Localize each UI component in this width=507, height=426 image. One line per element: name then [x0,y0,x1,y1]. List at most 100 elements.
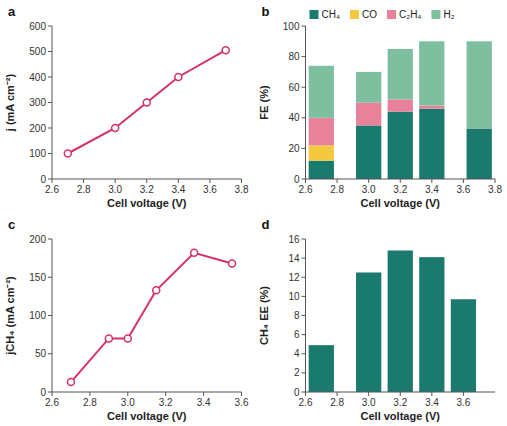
x-tick-label: 3.2 [159,397,173,408]
bar [388,250,413,392]
bar-segment [309,118,334,146]
y-tick-label: 100 [29,148,46,159]
legend-swatch [310,10,319,19]
legend-swatch [387,10,396,19]
y-tick [302,372,306,373]
x-tick [241,179,242,183]
x-tick-label: 3.4 [171,184,185,195]
bar-segment [467,41,492,128]
x-tick-label: 3.0 [108,184,122,195]
bar-segment [356,72,381,103]
y-tick-label: 600 [29,21,46,32]
y-tick [302,315,306,316]
marker [222,47,229,54]
x-axis-label: Cell voltage (V) [107,197,187,209]
panel: 2.62.83.03.23.43.6050100150200Cell volta… [4,217,249,422]
marker [229,260,236,267]
marker [153,287,160,294]
y-tick [302,179,306,180]
line [68,50,226,153]
legend-swatch [350,10,359,19]
y-axis-label: jCH₄ (mA cm⁻²) [4,276,16,356]
legend-label: CH₄ [322,9,341,20]
x-tick-label: 2.8 [330,397,344,408]
x-tick-label: 3.4 [425,184,439,195]
y-tick-label: 40 [288,112,300,123]
bar-segment [388,99,413,111]
x-tick-label: 3.0 [121,397,135,408]
y-tick-label: 8 [294,310,300,321]
y-tick-label: 80 [288,51,300,62]
x-tick [337,392,338,396]
x-tick [431,392,432,396]
y-tick [48,26,52,27]
bar [356,272,381,392]
y-tick-label: 50 [35,348,47,359]
x-tick [127,392,128,396]
x-tick-label: 3.2 [140,184,154,195]
y-tick-label: 0 [40,174,46,185]
x-tick [241,392,242,396]
x-tick-label: 3.4 [197,397,211,408]
y-axis-label: CH₄ EE (%) [258,286,270,345]
x-tick [52,179,53,183]
y-tick [48,392,52,393]
bar [451,299,476,392]
marker [124,335,131,342]
panel: 2.62.83.03.23.43.63.80100200300400500600… [4,4,249,209]
y-tick-label: 300 [29,97,46,108]
marker [175,74,182,81]
x-axis-label: Cell voltage (V) [107,410,187,422]
legend-label: H₂ [443,9,454,20]
x-tick [115,179,116,183]
y-tick-label: 400 [29,72,46,83]
y-tick-label: 0 [40,387,46,398]
x-tick [178,179,179,183]
y-tick-label: 2 [294,367,300,378]
bar-segment [467,129,492,179]
x-tick [463,392,464,396]
line [71,253,232,382]
y-tick-label: 0 [294,174,300,185]
bar-segment [419,106,444,109]
x-tick-label: 2.6 [45,397,59,408]
bar-segment [388,112,413,179]
legend-swatch [431,10,440,19]
y-tick [48,353,52,354]
x-tick [463,179,464,183]
y-tick [48,77,52,78]
panel-label: d [262,217,270,232]
x-tick [83,179,84,183]
x-tick-label: 2.8 [77,184,91,195]
y-tick-label: 10 [288,291,300,302]
y-tick-label: 100 [29,310,46,321]
x-tick-label: 3.0 [362,184,376,195]
y-tick [48,102,52,103]
y-tick-label: 20 [288,143,300,154]
legend-label: CO [362,9,377,20]
figure: 2.62.83.03.23.43.63.80100200300400500600… [0,0,507,426]
y-tick [48,128,52,129]
x-tick [89,392,90,396]
y-tick [302,56,306,57]
marker [64,150,71,157]
y-tick [48,153,52,154]
y-tick [48,51,52,52]
y-tick-label: 200 [29,123,46,134]
bar-segment [356,125,381,179]
x-tick-label: 3.2 [393,397,407,408]
marker [143,99,150,106]
y-tick-label: 16 [288,234,300,245]
y-tick [48,277,52,278]
x-tick [165,392,166,396]
y-tick-label: 100 [283,21,300,32]
x-tick-label: 2.6 [45,184,59,195]
y-tick-label: 0 [294,387,300,398]
bar [309,345,334,392]
x-tick-label: 3.2 [393,184,407,195]
y-tick [302,258,306,259]
y-tick-label: 150 [29,272,46,283]
y-axis-label: j (mA cm⁻²) [4,73,16,132]
x-tick-label: 3.6 [456,397,470,408]
plot-area [67,249,235,385]
